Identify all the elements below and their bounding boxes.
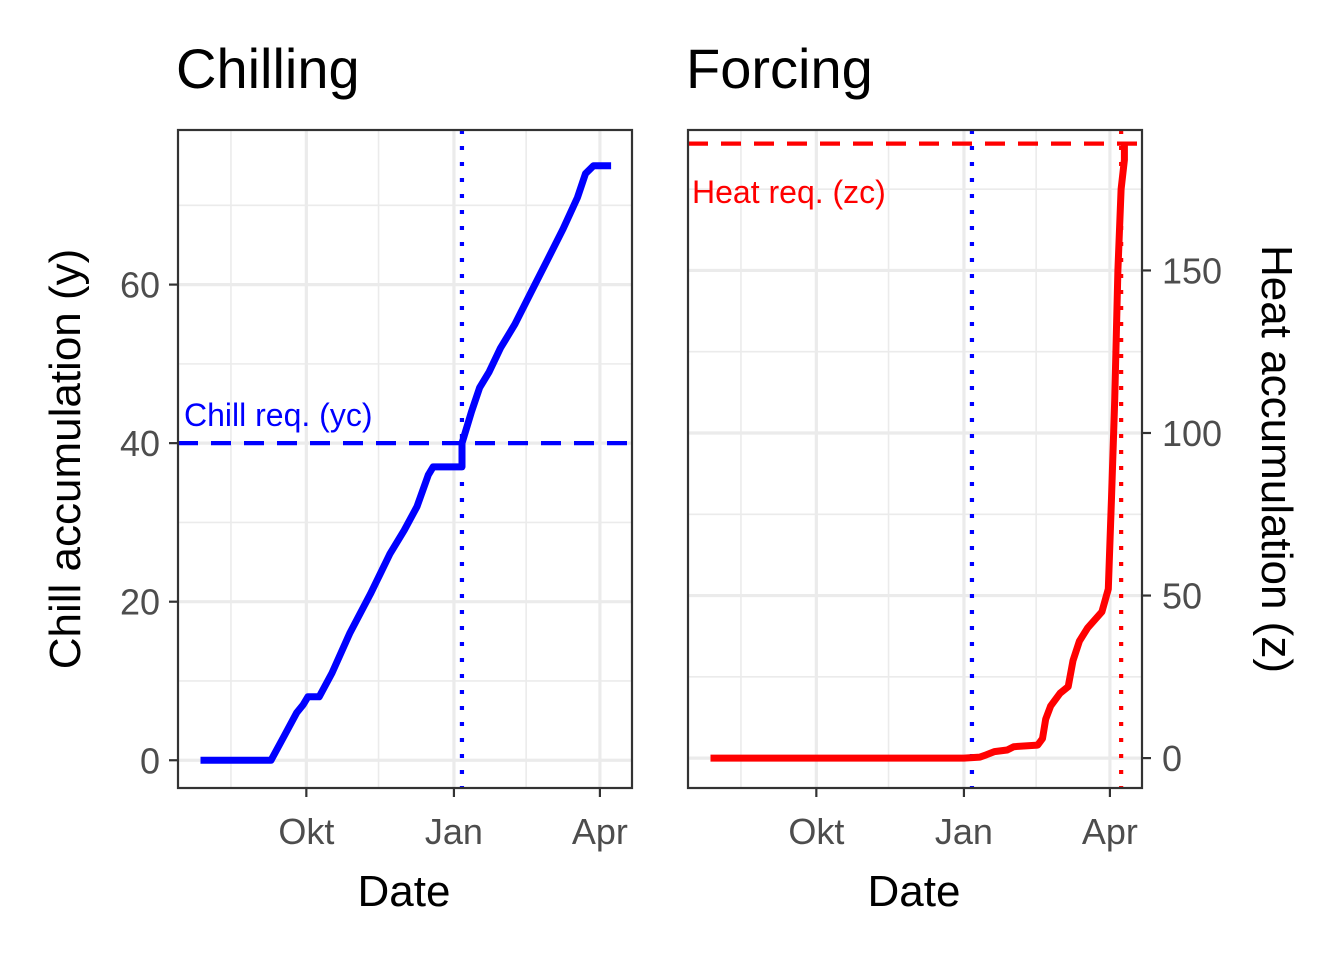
chilling-panel-border (176, 128, 634, 790)
x-tick-label: Jan (425, 811, 483, 852)
x-tick-label: Apr (572, 811, 628, 852)
chilling-panel: Chilling Okt Jan Apr 0 20 40 60 Chill req. (yc… (41, 37, 634, 916)
chilling-title: Chilling (176, 37, 360, 100)
x-tick-label: Jan (935, 811, 993, 852)
chilling-ticks: Okt Jan Apr 0 20 40 60 (120, 265, 628, 852)
chill-requirement-label: Chill req. (yc) (184, 397, 372, 433)
chilling-x-axis-label: Date (358, 867, 451, 916)
forcing-panel-border (686, 128, 1144, 790)
forcing-title: Forcing (686, 37, 873, 100)
y-tick-label: 20 (120, 582, 160, 623)
y-tick-label: 40 (120, 423, 160, 464)
forcing-x-axis-label: Date (868, 867, 961, 916)
forcing-panel: Forcing Okt Jan Apr 0 50 100 150 Heat req. (zc… (686, 37, 1301, 916)
chilling-reference-lines (178, 130, 632, 788)
forcing-plot-area (688, 130, 1142, 788)
forcing-y-axis-label: Heat accumulation (z) (1252, 245, 1301, 673)
y-tick-label: 100 (1162, 413, 1222, 454)
y-tick-label: 0 (140, 740, 160, 781)
x-tick-label: Okt (278, 811, 334, 852)
heat-accumulation-line (710, 143, 1128, 762)
chilling-y-axis-label: Chill accumulation (y) (41, 249, 90, 670)
y-tick-label: 150 (1162, 250, 1222, 291)
forcing-reference-lines (688, 130, 1142, 788)
y-tick-label: 0 (1162, 738, 1182, 779)
x-tick-label: Okt (788, 811, 844, 852)
x-tick-label: Apr (1082, 811, 1138, 852)
heat-requirement-label: Heat req. (zc) (692, 174, 886, 210)
forcing-ticks: Okt Jan Apr 0 50 100 150 (788, 250, 1222, 852)
chill-accumulation-line (200, 162, 612, 764)
y-tick-label: 50 (1162, 576, 1202, 617)
y-tick-label: 60 (120, 265, 160, 306)
chilling-grid (178, 130, 632, 788)
